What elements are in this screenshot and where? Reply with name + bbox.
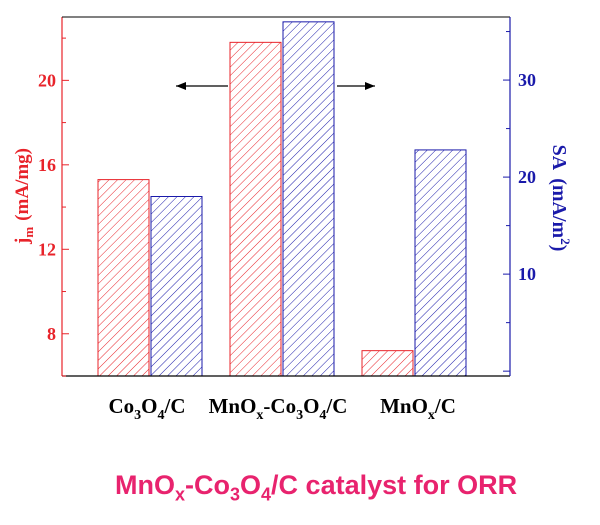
caption: MnOx-Co3O4/C catalyst for ORR: [115, 470, 517, 505]
left-tick-label: 8: [47, 324, 56, 344]
caption-part-2: -Co: [185, 470, 230, 500]
caption-part-6: /C catalyst for ORR: [271, 470, 518, 500]
left-arrow-icon: [176, 82, 186, 90]
right-axis-title: SA(mA/m2): [548, 145, 573, 252]
bar-right-1: [282, 21, 335, 377]
labels: 8 12 16 20 10 20 30 Co3O4/C MnOx-Co3O4/C MnOx/C jm…: [12, 70, 573, 423]
caption-part-3: 3: [230, 484, 241, 505]
bar-left-1: [229, 41, 282, 377]
category-label-2: MnOx/C: [380, 394, 456, 423]
right-arrow-icon: [365, 82, 375, 90]
bar-right-0: [150, 196, 203, 377]
caption-part-4: O: [240, 470, 262, 500]
right-tick-label: 10: [518, 264, 536, 284]
left-axis-title: jm(mA/mg): [12, 148, 36, 245]
bar-left-0: [97, 179, 150, 377]
chart: 8 12 16 20 10 20 30 Co3O4/C MnOx-Co3O4/C MnOx/C jm…: [12, 16, 573, 423]
axes: [61, 16, 511, 377]
caption-part-5: 4: [261, 484, 272, 505]
caption-part-1: x: [175, 484, 186, 505]
left-tick-label: 20: [38, 70, 56, 90]
caption-part-0: MnO: [115, 470, 175, 500]
right-tick-label: 30: [518, 70, 536, 90]
left-tick-label: 12: [38, 239, 56, 259]
left-tick-label: 16: [38, 155, 56, 175]
bar-right-2: [414, 149, 467, 377]
right-tick-label: 20: [518, 167, 536, 187]
category-label-0: Co3O4/C: [108, 394, 185, 423]
category-label-1: MnOx-Co3O4/C: [209, 394, 348, 423]
bars: [97, 21, 467, 377]
bar-left-2: [361, 350, 414, 377]
